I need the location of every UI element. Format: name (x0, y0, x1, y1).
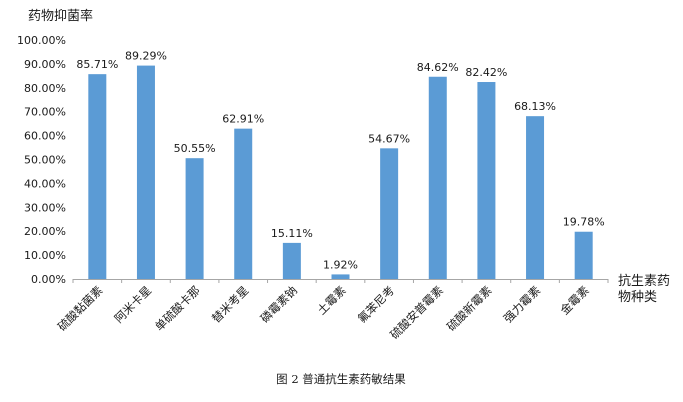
y-tick-label: 40.00% (24, 177, 66, 190)
x-tick-label: 强力霉素 (501, 283, 543, 325)
bar (282, 242, 301, 279)
bar (185, 158, 204, 279)
y-tick-label: 70.00% (24, 106, 66, 119)
value-label: 82.42% (465, 66, 507, 79)
value-label: 62.91% (222, 113, 264, 126)
x-tick-label: 阿米卡星 (112, 283, 154, 325)
bar (88, 74, 107, 279)
bar (428, 76, 447, 279)
y-tick-label: 50.00% (24, 154, 66, 167)
x-tick-label: 磷霉素钠 (258, 283, 300, 325)
y-tick-label: 20.00% (24, 225, 66, 238)
bar (136, 65, 155, 280)
value-label: 89.29% (125, 50, 167, 63)
value-label: 19.78% (563, 216, 605, 229)
y-axis-title: 药物抑菌率 (28, 8, 93, 24)
bars (88, 65, 593, 280)
x-axis-title-line-2: 物种类 (618, 290, 657, 305)
bar (526, 116, 545, 279)
value-label: 68.13% (514, 100, 556, 113)
x-tick-label: 氟苯尼考 (355, 283, 397, 325)
value-label: 50.55% (174, 142, 216, 155)
x-tick-label: 替米考星 (209, 283, 251, 325)
bar (380, 148, 399, 279)
x-tick-label: 土霉素 (314, 283, 348, 317)
y-tick-label: 30.00% (24, 201, 66, 214)
x-axis-title-line-1: 抗生素药 (618, 274, 670, 289)
x-tick-label: 硫酸新霉素 (444, 283, 495, 334)
value-label: 84.62% (417, 61, 459, 74)
figure-caption: 图 2 普通抗生素药敏结果 (276, 372, 406, 386)
y-tick-label: 90.00% (24, 58, 66, 71)
bar (331, 274, 350, 279)
x-tick-label: 硫酸黏菌素 (55, 283, 106, 334)
y-tick-label: 60.00% (24, 130, 66, 143)
value-label: 85.71% (76, 58, 118, 71)
x-tick-label: 单硫酸卡那 (152, 283, 203, 334)
y-tick-label: 80.00% (24, 82, 66, 95)
value-label: 15.11% (271, 227, 313, 240)
x-tick-label: 金霉素 (558, 283, 592, 317)
bar (477, 82, 496, 279)
y-tick-labels: 0.00% 10.00% 20.00% 30.00% 40.00% 50.00% 60.00… (17, 34, 66, 286)
y-tick-label: 100.00% (17, 34, 66, 47)
value-label: 1.92% (323, 258, 358, 271)
value-labels: 85.71% 89.29% 50.55% 62.91% 15.11% 1.92% 54.67… (76, 50, 604, 272)
bar (574, 231, 593, 279)
value-label: 54.67% (368, 132, 410, 145)
bar (234, 128, 253, 279)
y-tick-label: 0.00% (31, 273, 66, 286)
y-tick-label: 10.00% (24, 249, 66, 262)
